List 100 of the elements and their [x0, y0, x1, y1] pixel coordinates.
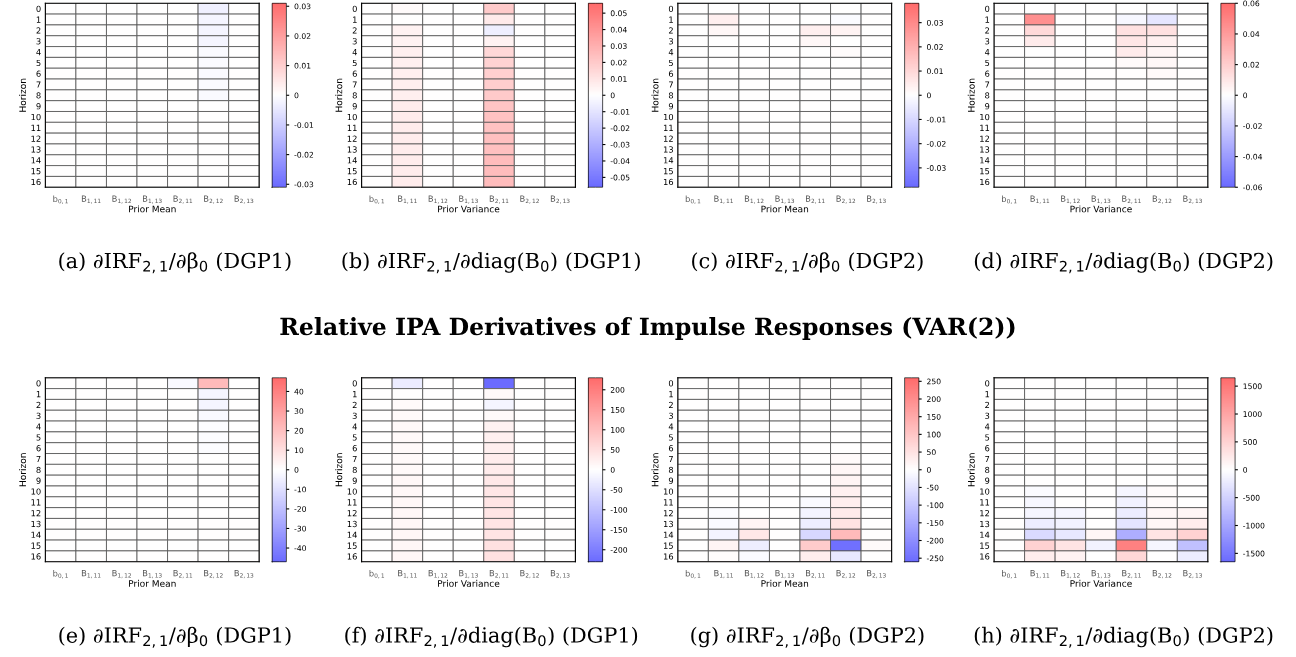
- y-tick-label: 9: [985, 103, 990, 110]
- y-tick-label: 6: [985, 445, 990, 452]
- x-tick-label: B$_{1,12}$: [112, 570, 131, 579]
- y-tick-label: 2: [985, 27, 990, 34]
- y-axis-title: Horizon: [967, 78, 975, 112]
- x-tick-label: B$_{2,12}$: [836, 570, 856, 579]
- y-tick-label: 1: [985, 391, 990, 398]
- x-tick-label: B$_{1,11}$: [1030, 570, 1050, 579]
- y-tick-label: 11: [347, 499, 357, 506]
- y-tick-label: 8: [668, 92, 674, 99]
- x-tick-label: B$_{2,11}$: [806, 195, 825, 204]
- x-tick-label: B$_{2,13}$: [234, 195, 254, 204]
- x-tick-label: B$_{1,11}$: [81, 195, 101, 204]
- x-tick-label: B$_{1,12}$: [744, 570, 764, 579]
- x-tick-label: B$_{2,11}$: [489, 570, 509, 579]
- y-tick-label: 14: [980, 157, 990, 164]
- y-tick-label: 0: [668, 5, 674, 12]
- y-tick-label: 15: [980, 168, 990, 175]
- y-tick-label: 15: [663, 168, 673, 175]
- x-tick-label: B$_{2,11}$: [1122, 195, 1141, 204]
- y-tick-label: 2: [36, 27, 41, 34]
- y-tick-label: 4: [36, 423, 41, 430]
- y-tick-label: 13: [980, 520, 990, 528]
- x-tick-label: B$_{1,13}$: [459, 570, 478, 579]
- y-tick-label: 2: [668, 401, 673, 408]
- y-tick-label: 14: [31, 531, 41, 538]
- y-tick-label: 9: [352, 103, 357, 110]
- x-tick-label: B$_{1,13}$: [1091, 570, 1111, 579]
- y-tick-label: 2: [985, 401, 990, 408]
- y-tick-label: 13: [347, 520, 357, 528]
- y-tick-label: 1: [36, 16, 41, 23]
- text: (b) ∂IRF$_{2,1}$/∂diag(B$_{0}$) (DGP1): [342, 252, 640, 274]
- y-tick-label: 0: [352, 5, 357, 12]
- y-tick-label: 16: [347, 178, 357, 186]
- x-tick-label: B$_{2,12}$: [204, 570, 223, 579]
- y-tick-label: 11: [347, 124, 357, 131]
- y-tick-label: 1: [669, 16, 673, 23]
- y-axis-title: Horizon: [967, 453, 975, 487]
- y-tick-label: 5: [668, 434, 673, 441]
- text: (c) ∂IRF$_{2,1}$/∂β$_{0}$ (DGP2): [692, 252, 923, 274]
- x-tick-label: B$_{1,11}$: [1030, 195, 1050, 204]
- y-tick-label: 10: [31, 113, 41, 121]
- y-tick-label: 13: [31, 146, 41, 153]
- y-tick-label: 7: [352, 81, 357, 88]
- y-tick-label: 2: [352, 27, 357, 34]
- y-tick-label: 5: [985, 434, 990, 441]
- x-tick-label: B$_{1,11}$: [714, 195, 733, 204]
- x-tick-label: B$_{2,11}$: [173, 195, 193, 204]
- y-tick-label: 4: [36, 49, 41, 56]
- y-tick-label: 10: [31, 488, 41, 495]
- y-tick-label: 12: [980, 510, 990, 517]
- x-tick-label: B$_{1,13}$: [143, 570, 162, 579]
- y-tick-label: 8: [352, 466, 357, 474]
- y-tick-label: 1: [353, 391, 357, 398]
- y-tick-label: 12: [663, 135, 673, 142]
- x-tick-label: B$_{1,12}$: [428, 570, 448, 579]
- y-tick-label: 2: [352, 401, 357, 408]
- y-tick-label: 5: [36, 59, 41, 67]
- y-tick-label: 10: [980, 113, 990, 121]
- y-tick-label: 9: [985, 477, 990, 484]
- y-tick-label: 14: [347, 157, 357, 164]
- y-tick-label: 16: [663, 178, 674, 186]
- y-tick-label: 7: [985, 81, 990, 88]
- y-tick-label: 5: [352, 59, 357, 67]
- y-tick-label: 10: [663, 488, 674, 495]
- x-tick-label: B$_{1,11}$: [714, 570, 733, 579]
- x-tick-label: B$_{2,13}$: [550, 195, 570, 204]
- y-tick-label: 3: [985, 412, 990, 419]
- y-tick-label: 12: [663, 510, 673, 517]
- y-tick-label: 13: [31, 520, 41, 528]
- y-tick-label: 13: [347, 146, 357, 153]
- y-tick-label: 7: [36, 456, 41, 463]
- y-tick-label: 6: [352, 445, 357, 452]
- x-tick-label: B$_{2,12}$: [836, 195, 856, 204]
- y-tick-label: 15: [31, 168, 41, 175]
- x-tick-label: B$_{2,13}$: [867, 195, 886, 204]
- y-tick-label: 16: [980, 553, 990, 560]
- y-axis-title: Horizon: [335, 78, 343, 112]
- y-tick-label: 7: [985, 456, 990, 463]
- y-tick-label: 16: [31, 178, 41, 186]
- y-tick-label: 16: [347, 553, 357, 560]
- y-tick-label: 14: [31, 157, 41, 164]
- x-tick-label: B$_{2,11}$: [1122, 570, 1141, 579]
- y-tick-label: 4: [984, 423, 990, 430]
- y-tick-label: 11: [980, 499, 990, 506]
- x-axis-title: Prior Variance: [438, 205, 500, 213]
- x-tick-label: B$_{2,13}$: [234, 570, 254, 579]
- x-tick-label: B$_{1,12}$: [1061, 195, 1080, 204]
- y-tick-label: 3: [352, 38, 357, 45]
- y-tick-label: 7: [352, 456, 357, 463]
- y-axis-title: Horizon: [335, 453, 343, 487]
- y-tick-label: 11: [663, 124, 673, 131]
- x-tick-label: B$_{1,11}$: [398, 570, 417, 579]
- y-tick-label: 13: [663, 146, 673, 153]
- x-tick-label: B$_{2,11}$: [173, 570, 193, 579]
- x-tick-label: B$_{2,11}$: [806, 570, 825, 579]
- x-tick-label: B$_{1,11}$: [81, 570, 101, 579]
- y-tick-label: 12: [31, 135, 41, 142]
- y-tick-label: 3: [352, 412, 357, 419]
- y-tick-label: 5: [985, 59, 990, 67]
